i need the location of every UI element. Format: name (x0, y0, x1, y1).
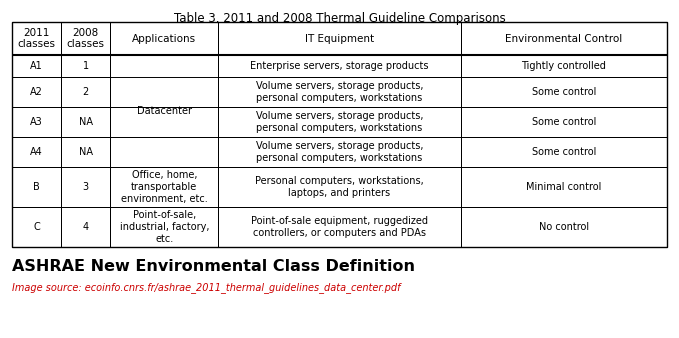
Text: Volume servers, storage products,
personal computers, workstations: Volume servers, storage products, person… (256, 81, 423, 103)
Bar (460, 77, 667, 107)
Bar (110, 77, 219, 107)
Bar (110, 55, 219, 167)
Text: No control: No control (538, 222, 589, 232)
Bar (219, 55, 460, 77)
Text: Some control: Some control (532, 87, 596, 97)
Bar (460, 22, 667, 55)
Bar (61, 167, 110, 207)
Text: 2: 2 (83, 87, 89, 97)
Bar (460, 167, 667, 207)
Bar (61, 207, 110, 247)
Text: Applications: Applications (132, 33, 196, 44)
Text: 4: 4 (83, 222, 89, 232)
Text: 3: 3 (83, 182, 89, 192)
Bar (219, 137, 460, 167)
Text: Volume servers, storage products,
personal computers, workstations: Volume servers, storage products, person… (256, 111, 423, 133)
Bar (110, 137, 219, 167)
Bar (61, 137, 110, 167)
Bar (219, 22, 460, 55)
Bar (61, 22, 110, 55)
Text: Some control: Some control (532, 117, 596, 127)
Bar (460, 207, 667, 247)
Text: NA: NA (79, 147, 93, 157)
Text: Point-of-sale equipment, ruggedized
controllers, or computers and PDAs: Point-of-sale equipment, ruggedized cont… (251, 216, 428, 238)
Text: A3: A3 (30, 117, 43, 127)
Text: Tightly controlled: Tightly controlled (521, 61, 606, 71)
Bar (110, 167, 219, 207)
Text: ASHRAE New Environmental Class Definition: ASHRAE New Environmental Class Definitio… (12, 259, 415, 274)
Text: Personal computers, workstations,
laptops, and printers: Personal computers, workstations, laptop… (255, 176, 424, 198)
Text: 2008
classes: 2008 classes (67, 28, 105, 49)
Bar (12, 167, 61, 207)
Bar (110, 55, 219, 167)
Bar (460, 137, 667, 167)
Text: Environmental Control: Environmental Control (505, 33, 623, 44)
Bar (12, 22, 61, 55)
Bar (12, 137, 61, 167)
Text: Point-of-sale,
industrial, factory,
etc.: Point-of-sale, industrial, factory, etc. (120, 210, 209, 244)
Bar (61, 77, 110, 107)
Bar (219, 107, 460, 137)
Text: B: B (33, 182, 40, 192)
Text: IT Equipment: IT Equipment (305, 33, 374, 44)
Text: Office, home,
transportable
environment, etc.: Office, home, transportable environment,… (121, 170, 208, 203)
Text: Minimal control: Minimal control (526, 182, 602, 192)
Text: Image source: ecoinfo.cnrs.fr/ashrae_2011_thermal_guidelines_data_center.pdf: Image source: ecoinfo.cnrs.fr/ashrae_201… (12, 282, 401, 293)
Bar (110, 55, 219, 77)
Bar (12, 207, 61, 247)
Bar (61, 55, 110, 77)
Bar (110, 207, 219, 247)
Bar (61, 107, 110, 137)
Text: A1: A1 (30, 61, 43, 71)
Text: Some control: Some control (532, 147, 596, 157)
Bar (110, 107, 219, 137)
Text: Volume servers, storage products,
personal computers, workstations: Volume servers, storage products, person… (256, 141, 423, 163)
Bar (219, 77, 460, 107)
Bar (12, 77, 61, 107)
Text: 1: 1 (83, 61, 89, 71)
Text: C: C (33, 222, 40, 232)
Bar (110, 22, 219, 55)
Text: A4: A4 (30, 147, 43, 157)
Bar (12, 22, 667, 247)
Bar (219, 207, 460, 247)
Bar (12, 55, 61, 77)
Bar (460, 55, 667, 77)
Bar (460, 107, 667, 137)
Text: Table 3. 2011 and 2008 Thermal Guideline Comparisons: Table 3. 2011 and 2008 Thermal Guideline… (174, 12, 505, 25)
Text: Datacenter: Datacenter (136, 106, 191, 116)
Bar (219, 167, 460, 207)
Text: A2: A2 (30, 87, 43, 97)
Text: NA: NA (79, 117, 93, 127)
Text: 2011
classes: 2011 classes (18, 28, 56, 49)
Text: Enterprise servers, storage products: Enterprise servers, storage products (251, 61, 428, 71)
Bar (12, 107, 61, 137)
